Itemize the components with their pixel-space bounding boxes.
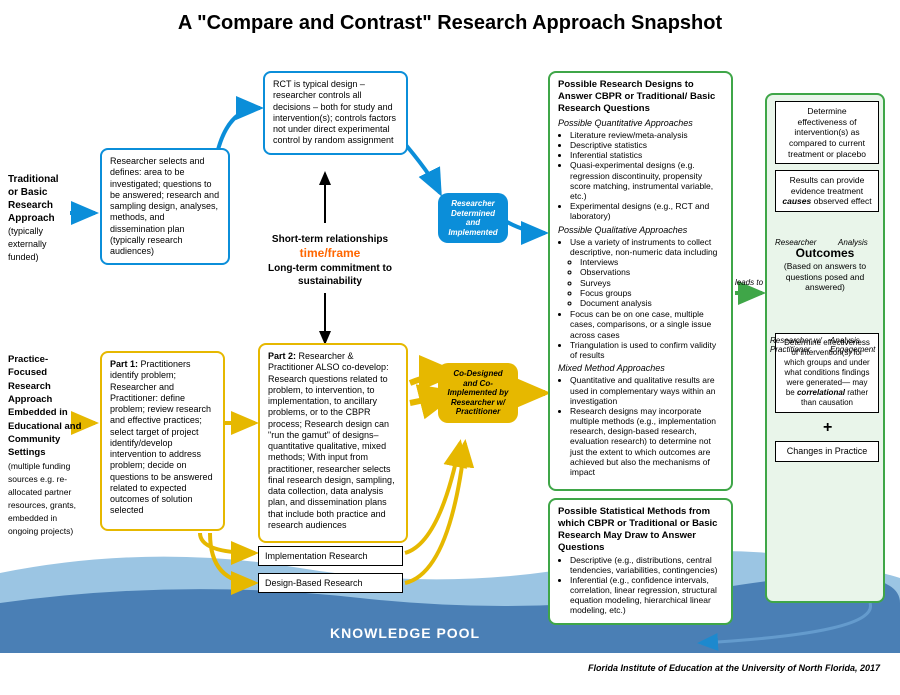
green-stats-box: Possible Statistical Methods from which … xyxy=(548,498,733,625)
page-title: A "Compare and Contrast" Research Approa… xyxy=(0,0,900,43)
leads-to-label: leads to xyxy=(735,278,763,287)
blue-box-2: RCT is typical design – researcher contr… xyxy=(263,71,408,155)
analysis-label: Analysis xyxy=(838,238,868,247)
outcome-evidence: Results can provide evidence treatment c… xyxy=(775,170,879,212)
diagram-canvas: KNOWLEDGE POOL xyxy=(0,43,900,683)
design-based-box: Design-Based Research xyxy=(258,573,403,593)
yellow-box-2: Part 2: Researcher & Practitioner ALSO c… xyxy=(258,343,408,543)
yellow-badge: Co-Designed and Co-Implemented by Resear… xyxy=(438,363,518,423)
outcome-top: Determine effectiveness of intervention(… xyxy=(775,101,879,164)
outcomes-title: Outcomes xyxy=(775,246,875,261)
traditional-label: Traditional or Basic Research Approach (… xyxy=(8,173,78,264)
green-designs-box: Possible Research Designs to Answer CBPR… xyxy=(548,71,733,491)
researcher-label: Researcher xyxy=(775,238,816,247)
blue-badge: Researcher Determined and Implemented xyxy=(438,193,508,243)
yellow-box-1: Part 1: Practitioners identify problem; … xyxy=(100,351,225,531)
blue-box-1: Researcher selects and defines: area to … xyxy=(100,148,230,265)
knowledge-pool-label: KNOWLEDGE POOL xyxy=(330,625,480,641)
center-text: Short-term relationships time/frame Long… xyxy=(250,233,410,288)
outcomes-sub: (Based on answers to questions posed and… xyxy=(775,261,875,293)
implementation-box: Implementation Research xyxy=(258,546,403,566)
analysis-e-label: Analysis Engagement xyxy=(830,336,885,354)
practice-label: Practice-Focused Research Approach Embed… xyxy=(8,353,86,538)
researcher-w-label: Researcher w/ Practitioner xyxy=(770,336,825,354)
plus-icon: + xyxy=(823,418,900,438)
footer-credit: Florida Institute of Education at the Un… xyxy=(588,663,880,673)
changes-box: Changes in Practice xyxy=(775,441,879,462)
